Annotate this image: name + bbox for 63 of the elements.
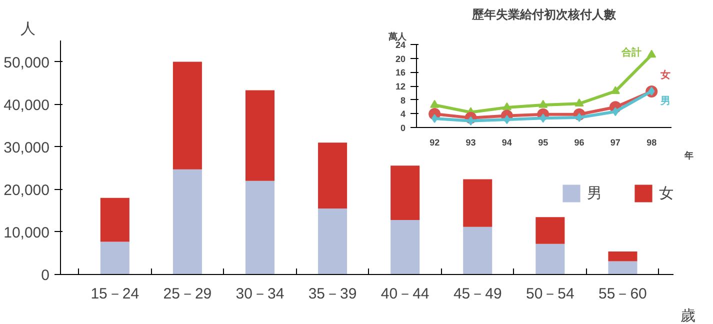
x-tick-label: 15－24 [90, 286, 140, 302]
point [648, 86, 655, 96]
bar [172, 62, 202, 170]
bar [245, 180, 275, 274]
y-tick-label: 40,000 [4, 96, 50, 114]
series-label: 合計 [620, 46, 642, 58]
y-tick-label: 30,000 [4, 139, 50, 156]
bar [608, 261, 638, 274]
x-tick-label: 94 [502, 138, 512, 148]
bar [608, 252, 638, 262]
x-tick-label: 35－39 [308, 286, 357, 302]
point [574, 98, 584, 106]
y-tick-label: 20 [395, 54, 406, 64]
bar [245, 90, 275, 181]
y-axis-title: 萬人 [388, 32, 408, 42]
y-tick-label: 10,000 [4, 224, 50, 242]
x-tick-label: 25－29 [163, 286, 212, 302]
y-tick-label: 0 [400, 123, 406, 133]
x-axis-title: 年 [684, 150, 694, 160]
x-tick-label: 97 [610, 138, 620, 148]
x-axis-title: 歲 [680, 308, 696, 324]
point [431, 114, 438, 124]
x-tick-label: 95 [538, 138, 548, 148]
legend-label: 男 [587, 184, 603, 202]
y-tick-label: 12 [395, 82, 406, 92]
x-tick-label: 93 [466, 138, 476, 148]
x-tick-label: 50－54 [526, 286, 574, 302]
point [502, 102, 512, 110]
bar [390, 220, 420, 274]
series-label: 男 [660, 95, 670, 108]
y-axis-title: 人 [20, 20, 36, 38]
point [504, 115, 510, 124]
point [430, 100, 440, 108]
bar [390, 166, 420, 220]
y-tick-label: 20,000 [4, 182, 50, 199]
point [538, 100, 548, 108]
x-tick-label: 96 [574, 138, 584, 148]
x-tick-label: 30－34 [236, 286, 284, 302]
x-tick-label: 92 [430, 138, 440, 148]
series-label: 女 [660, 69, 670, 82]
x-tick-label: 98 [646, 138, 657, 148]
y-tick-label: 24 [395, 40, 406, 50]
point [540, 114, 546, 123]
bar [463, 226, 492, 274]
x-tick-label: 40－44 [380, 286, 430, 302]
x-tick-label: 45－49 [453, 286, 502, 302]
bar [172, 169, 202, 274]
y-tick-label: 4 [400, 109, 406, 120]
bar [100, 198, 130, 242]
bar [100, 242, 130, 274]
point [647, 50, 656, 58]
bar [318, 142, 348, 209]
y-tick-label: 0 [41, 267, 50, 284]
y-tick-label: 16 [395, 68, 406, 78]
point [612, 107, 619, 116]
bar [536, 217, 565, 244]
bar [536, 244, 565, 274]
y-tick-label: 50,000 [4, 54, 50, 72]
bar [318, 208, 348, 274]
chart-title: 歷年失業給付初次核付人數 [471, 8, 617, 22]
bar [463, 179, 492, 227]
y-tick-label: 8 [400, 95, 406, 106]
x-tick-label: 55－60 [598, 286, 647, 302]
